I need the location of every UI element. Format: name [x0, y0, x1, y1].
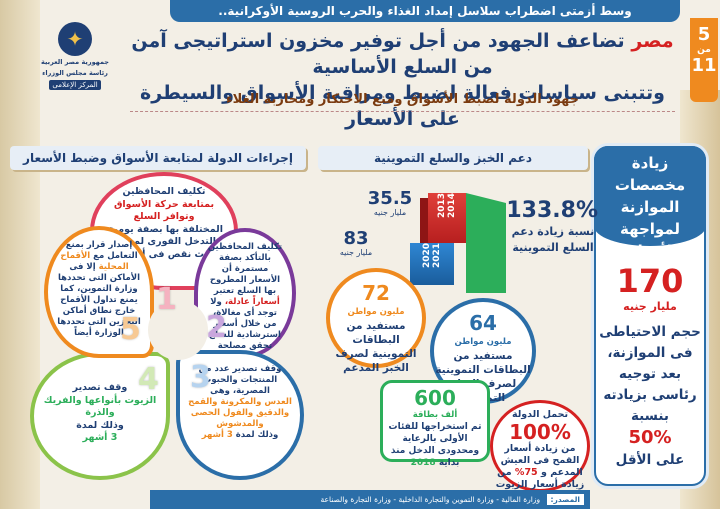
reserve-text2: على الأقل	[615, 452, 685, 468]
petal2-a: تكليف المحافظين بالتأكد بصفة مستمرة أن ا…	[207, 242, 283, 296]
value-2020-unit: مليار جنيه	[339, 248, 373, 257]
card-new-ration-cards: 600 ألف بطاقة تم استخراجها للفئات الأولى…	[380, 380, 490, 468]
bar-2013-years: 2013 2014	[437, 193, 457, 219]
page-indicator: 5 من 11	[690, 18, 718, 102]
petal1-b: بمتابعة حركة الأسواق وتوافر السلع	[113, 198, 215, 223]
card600-value: 600	[414, 386, 456, 410]
value-2013-unit: مليار جنيه	[373, 208, 407, 217]
card100-text2: من زيادة أسعار القمح فى العيش المدعم و	[500, 443, 583, 478]
flower-center	[148, 300, 208, 360]
petal3-c: وذلك لمدة	[235, 430, 279, 440]
petal4-a: وقف تصدير	[72, 382, 128, 393]
petal3-b: العدس والمكرونة والقمح والدقيق والفول ال…	[188, 397, 292, 429]
logo-line3: المركز الإعلامى	[49, 80, 101, 90]
petal1-a: تكليف المحافظين	[122, 186, 206, 197]
card64-unit: مليون مواطن	[454, 337, 512, 347]
card600-unit: ألف بطاقة	[412, 410, 458, 420]
section-markets-heading: إجراءات الدولة لمتابعة الأسواق وضبط الأس…	[10, 146, 306, 170]
main-title: مصر تضاعف الجهود من أجل توفير مخزون استر…	[120, 28, 685, 132]
petal-3-export-ban-grains: وقف تصدير عدد من المنتجات والحبوب المصري…	[176, 350, 304, 480]
logo-line1: جمهورية مصر العربية	[41, 58, 109, 66]
petal-number-2: 2	[206, 310, 227, 345]
card-state-burden: تحمل الدولة 100% من زيادة أسعار القمح فى…	[490, 400, 590, 492]
title-line1: تضاعف الجهود من أجل توفير مخزون استراتيج…	[131, 30, 625, 78]
card100-pct2: 75%	[514, 467, 538, 478]
petal-5-local-wheat: إصدار قرار بمنع التعامل مع الأقماح المحل…	[44, 226, 154, 358]
top-banner: وسط أزمتى اضطراب سلاسل إمداد الغذاء والح…	[170, 0, 680, 22]
card100-text1: تحمل الدولة	[511, 409, 569, 420]
title-highlight: مصر	[631, 30, 674, 52]
petal5-a: إصدار قرار بمنع التعامل مع	[65, 240, 138, 261]
source-text: وزارة المالية - وزارة التموين والتجارة ا…	[320, 495, 541, 504]
section-subsidy-heading: دعم الخبز والسلع التموينية	[318, 146, 588, 170]
value-2020: 83	[343, 228, 369, 249]
reserve-text1: حجم الاحتياطى فى الموازنة، بعد توجيه رئا…	[599, 324, 701, 424]
page-total: 11	[691, 55, 717, 76]
bar-2020: 2020 2021	[410, 243, 454, 285]
petal5-b: الأقماح المحلية	[60, 251, 129, 272]
petal5-c: إلا فى الأماكن التى تحددها وزارة التموين…	[57, 262, 141, 338]
logo-line2: رئاسة مجلس الوزراء	[42, 69, 108, 77]
petal-number-3: 3	[190, 360, 211, 395]
card64-value: 64	[469, 311, 497, 335]
eagle-emblem-icon: ✦	[58, 22, 92, 56]
cabinet-logo: ✦ جمهورية مصر العربية رئاسة مجلس الوزراء…	[40, 22, 110, 112]
card72-value: 72	[362, 281, 390, 305]
reserve-value: 170	[616, 262, 684, 300]
card600-text: تم استخراجها للفئات الأولى بالرعاية ومحد…	[388, 422, 482, 468]
title-line2: وتتبنى سياسات فعالة لضبط ومراقبة الأسواق…	[140, 82, 665, 130]
petal4-d: 3 أشهر	[82, 432, 118, 443]
bar-2013-side	[420, 198, 428, 243]
card72-unit: مليون مواطن	[347, 307, 405, 317]
petal2-b: أسعاراً عادلة،	[224, 297, 280, 307]
reserve-unit: مليار جنيه	[623, 300, 677, 313]
petal-number-1: 1	[156, 282, 177, 317]
growth-value: 133.8%	[506, 198, 598, 223]
petal4-b: الزيوت بأنواعها والفريك والذرة	[43, 394, 157, 419]
subtitle: جهود الدولة لضبط الأسواق ومنع الاحتكار و…	[130, 88, 675, 112]
petal3-d: 3 أشهر	[201, 430, 233, 440]
source-bar: المصدر: وزارة المالية - وزارة التموين وا…	[150, 490, 590, 509]
bar-2013: 2013 2014	[428, 193, 466, 243]
source-label: المصدر:	[546, 494, 584, 505]
card600-year: 2018	[410, 458, 436, 468]
petal4-c: وذلك لمدة	[76, 419, 124, 431]
page-of: من	[697, 45, 711, 55]
petal1-c: المختلفة بها بصفة يومية، والتدخل الفورى …	[105, 223, 223, 260]
page-current: 5	[697, 24, 711, 45]
card72-text: مستفيد من البطاقات التموينية لصرف الخبز …	[335, 320, 417, 374]
card100-text3: من زيادة أسعار الزيوت	[495, 467, 585, 490]
petal-number-5: 5	[120, 312, 141, 347]
reserve-description: حجم الاحتياطى فى الموازنة، بعد توجيه رئا…	[598, 322, 702, 471]
reserve-pct: 50%	[628, 427, 672, 448]
budget-panel-heading: زيادة مخصصات الموازنة لمواجهة الأزمات	[594, 146, 706, 260]
bar-2020-years: 2020 2021	[422, 243, 442, 269]
card100-value: 100%	[509, 420, 571, 444]
card-bread-beneficiaries: 72 مليون مواطن مستفيد من البطاقات التموي…	[326, 268, 426, 374]
growth-arrow	[466, 193, 506, 293]
petal3-a: وقف تصدير عدد من المنتجات والحبوب المصري…	[198, 364, 282, 396]
value-2013: 35.5	[367, 188, 413, 209]
petal-number-4: 4	[138, 362, 159, 397]
growth-text: نسبة زيادة دعم السلع التموينية	[511, 225, 595, 254]
